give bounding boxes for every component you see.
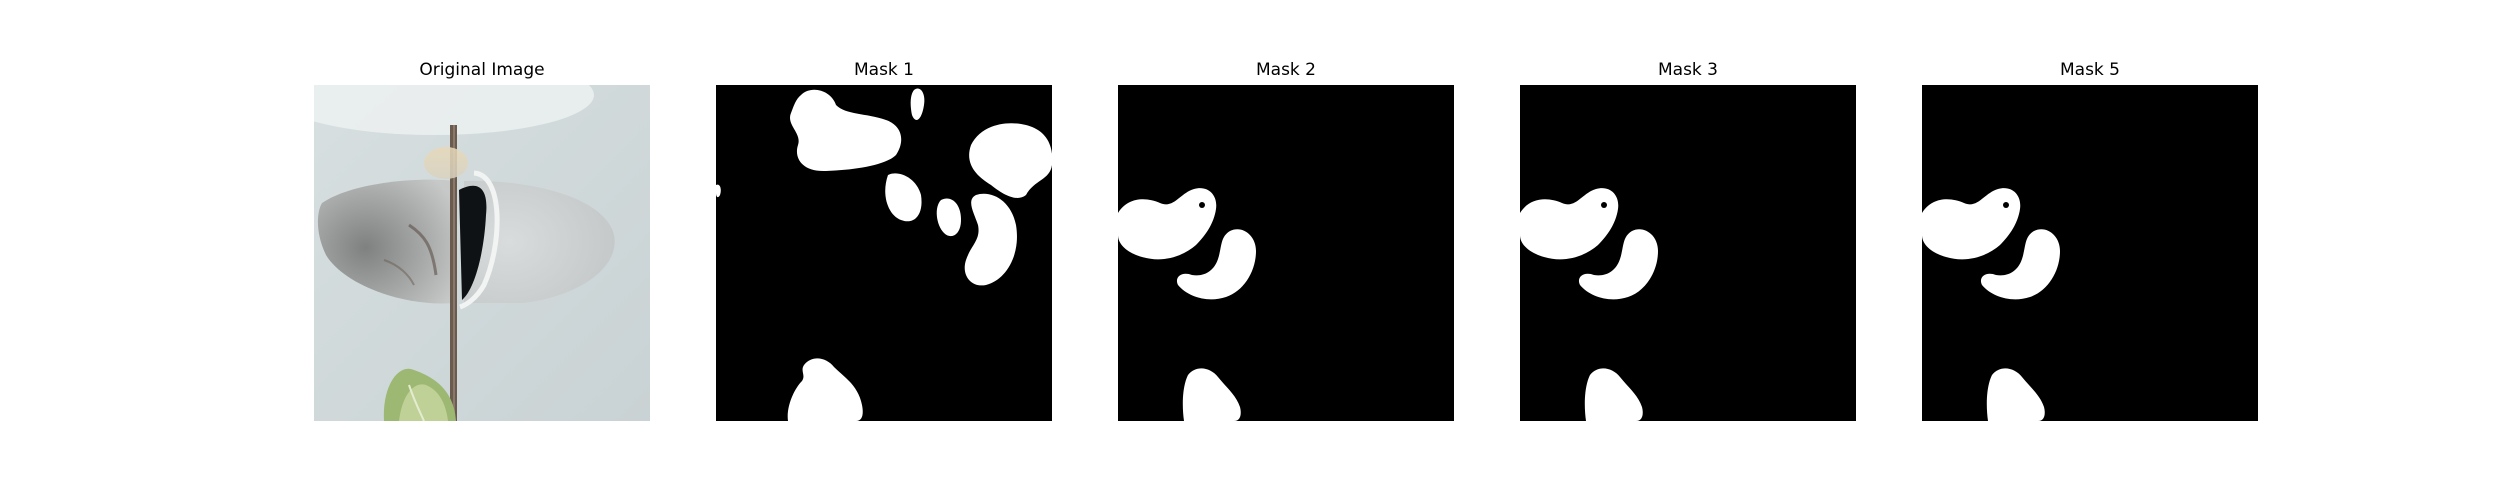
original-image-title: Original Image	[419, 60, 545, 80]
mask-5-image	[1922, 85, 2258, 421]
mask-1-title: Mask 1	[853, 60, 914, 80]
original-image-photo	[314, 85, 650, 421]
mask-5-title: Mask 5	[2059, 60, 2120, 80]
mask-3-title: Mask 3	[1657, 60, 1718, 80]
mask-1-image	[716, 85, 1052, 421]
mask-2-title: Mask 2	[1255, 60, 1316, 80]
mask-3-image	[1520, 85, 1856, 421]
mask-2-image	[1118, 85, 1454, 421]
